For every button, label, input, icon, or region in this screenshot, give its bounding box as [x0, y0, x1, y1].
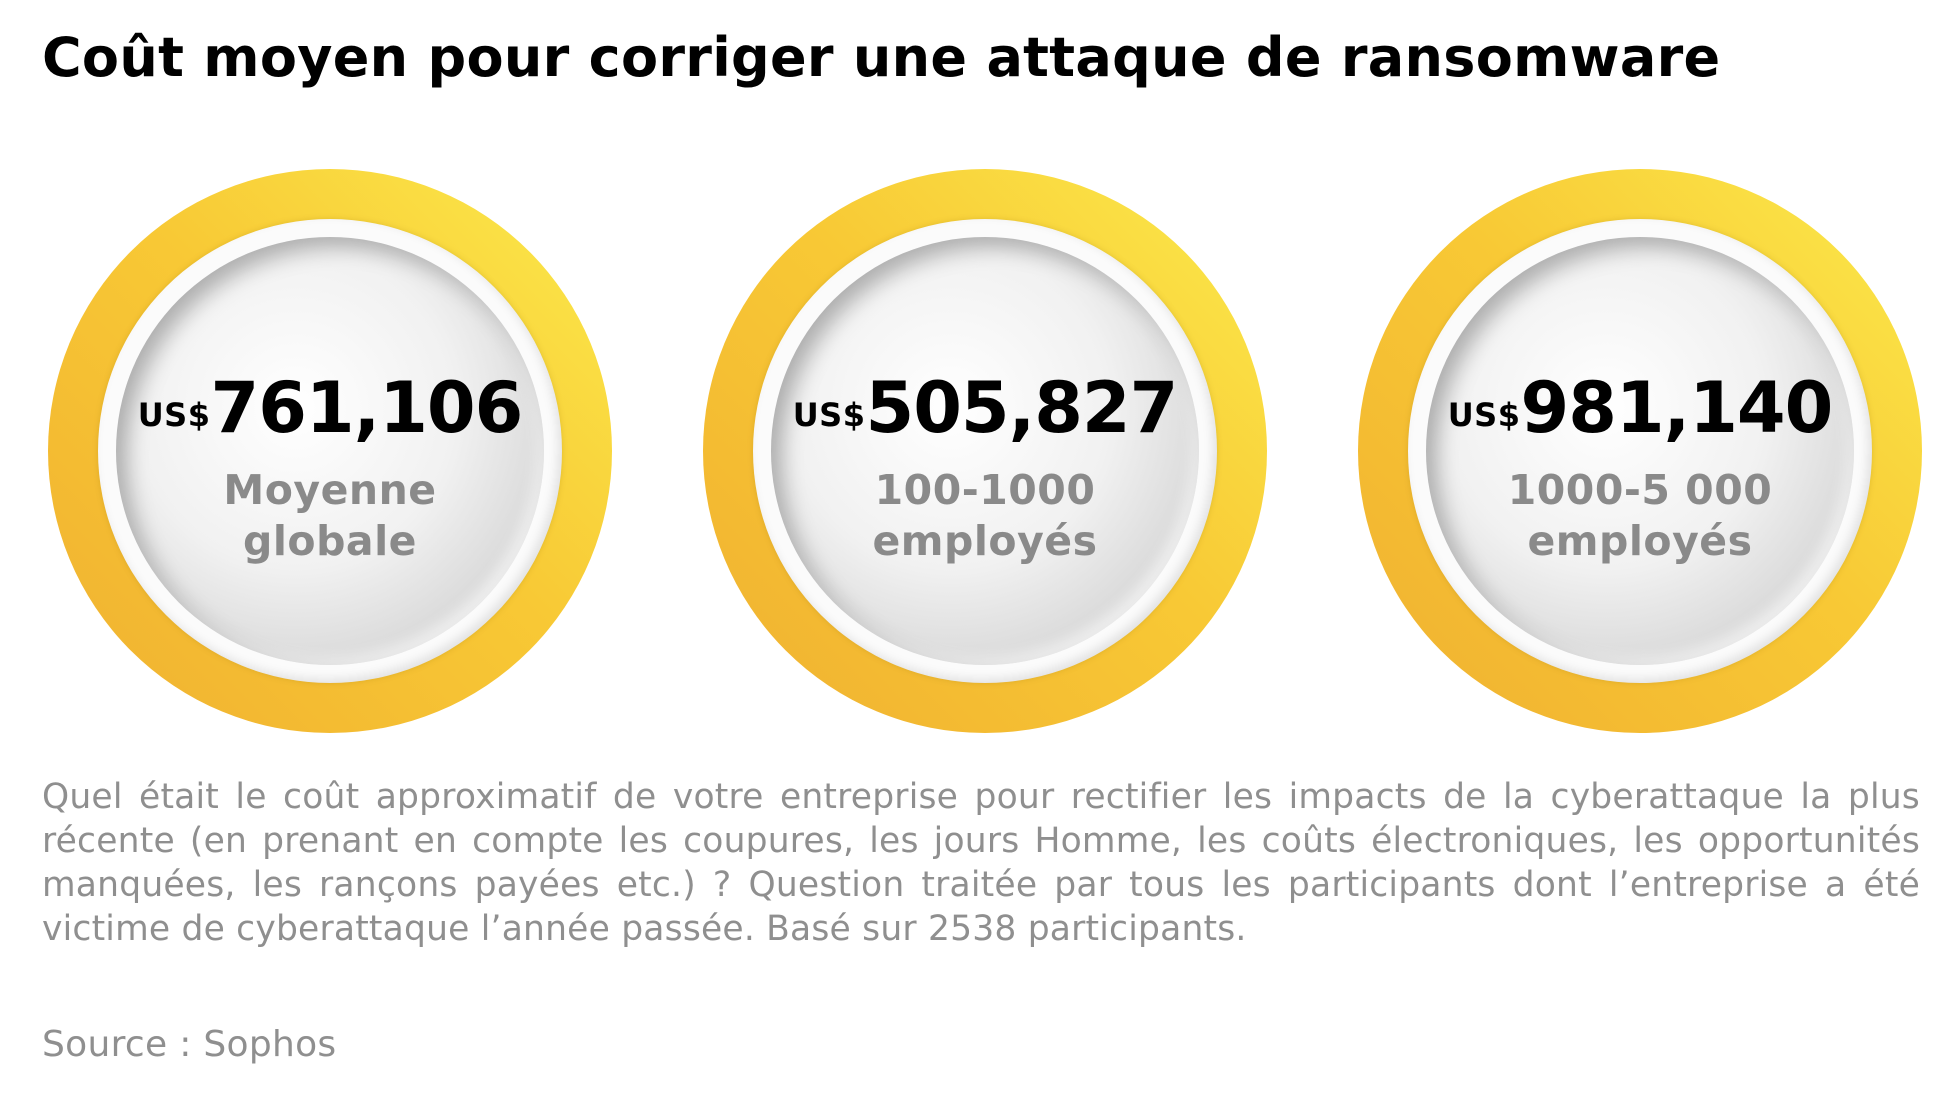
chart-title: Coût moyen pour corriger une attaque de … — [42, 26, 1721, 89]
badge-center — [116, 237, 544, 665]
source-credit: Source : Sophos — [42, 1024, 337, 1065]
segment-label-line: employés — [872, 517, 1098, 565]
badge-ring — [753, 219, 1217, 683]
cost-value: 505,827 — [865, 367, 1178, 449]
cost-badge: US$981,140 1000-5 000 employés — [1358, 169, 1922, 733]
survey-question-note: Quel était le coût approximatif de votre… — [42, 777, 1920, 949]
cost-amount: US$981,140 — [1358, 367, 1922, 449]
segment-label: 1000-5 000 employés — [1358, 465, 1922, 567]
cost-value: 981,140 — [1520, 367, 1833, 449]
cost-badge: US$761,106 Moyenne globale — [48, 169, 612, 733]
cost-amount: US$761,106 — [48, 367, 612, 449]
segment-label-line: 1000-5 000 — [1507, 466, 1773, 514]
segment-label: Moyenne globale — [48, 465, 612, 567]
badge-ring — [1408, 219, 1872, 683]
cost-value: 761,106 — [210, 367, 523, 449]
currency-label: US$ — [137, 396, 211, 434]
cost-badge: US$505,827 100-1000 employés — [703, 169, 1267, 733]
segment-label-line: globale — [243, 517, 417, 565]
currency-label: US$ — [1447, 396, 1521, 434]
segment-label-line: employés — [1527, 517, 1753, 565]
badge-center — [1426, 237, 1854, 665]
segment-label: 100-1000 employés — [703, 465, 1267, 567]
currency-label: US$ — [792, 396, 866, 434]
badge-ring — [98, 219, 562, 683]
cost-amount: US$505,827 — [703, 367, 1267, 449]
segment-label-line: Moyenne — [223, 466, 437, 514]
badge-center — [771, 237, 1199, 665]
segment-label-line: 100-1000 — [874, 466, 1096, 514]
